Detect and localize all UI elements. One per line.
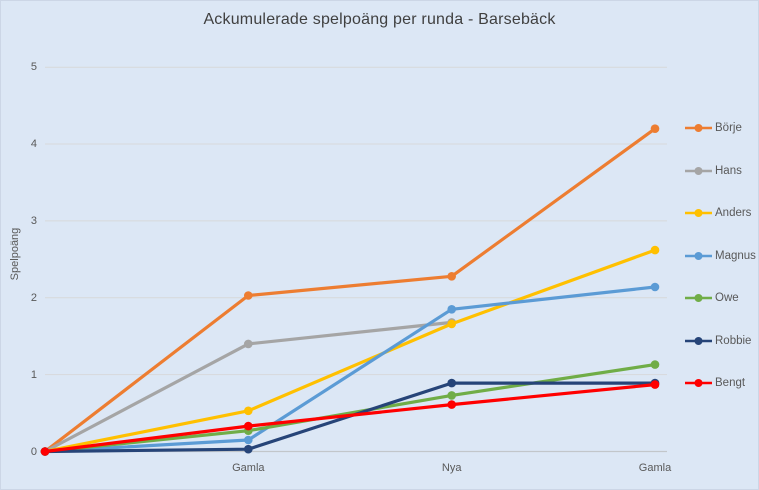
legend-label: Robbie [715,334,752,347]
legend-line-marker-icon [685,294,712,303]
series-marker-Börje [244,291,253,300]
series-line-Anders [43,248,657,454]
series-marker-Anders [244,406,253,416]
series-marker-Robbie [447,378,457,388]
series-marker-Bengt [650,380,660,389]
series-line-Owe [43,363,657,454]
legend-item-Robbie: Robbie [685,320,758,363]
series-marker-Anders [447,319,457,329]
series-marker-Anders [650,245,660,255]
legend-line-marker-icon [685,209,712,218]
legend-item-Börje: Börje [685,107,758,150]
series-marker-Owe [447,391,457,400]
chart-title: Ackumulerade spelpoäng per runda - Barse… [203,11,556,28]
x-category-label-2: Nya [441,462,462,474]
legend-line-marker-icon [685,379,712,388]
x-category-label-1: Gamla [232,462,265,474]
series-marker-Börje [650,124,660,133]
legend-line-marker-icon [685,251,712,260]
legend-item-Hans: Hans [685,150,758,193]
series-marker-Börje [447,272,457,281]
y-tick-label-5: 5 [30,61,37,74]
series-line-Börje [43,127,657,454]
series-marker-Bengt [447,400,457,409]
legend-item-Owe: Owe [685,277,758,320]
legend-label: Anders [715,207,752,220]
y-tick-label-3: 3 [30,214,37,227]
y-tick-label-2: 2 [30,291,37,304]
legend-label: Bengt [715,377,746,390]
legend-label: Hans [715,164,742,177]
legend-line-marker-icon [685,336,712,345]
legend-label: Magnus [715,249,756,262]
legend-line-marker-icon [685,124,712,133]
series-marker-Bengt [40,447,50,456]
series-line-Magnus [43,285,657,454]
series-line-Bengt [43,383,657,454]
series-marker-Bengt [244,421,253,431]
x-category-label-3: Gamla [638,462,672,474]
series-marker-Robbie [244,444,253,454]
series-marker-Hans [244,339,253,349]
legend-label: Owe [715,292,739,305]
y-tick-label-1: 1 [30,368,37,381]
series-marker-Magnus [447,305,457,314]
legend-item-Anders: Anders [685,192,758,235]
legend: Börje Hans Anders Magnus Owe Robbie Bengt [685,107,758,405]
legend-item-Magnus: Magnus [685,235,758,278]
y-tick-label-4: 4 [30,138,37,151]
legend-label: Börje [715,122,742,135]
y-tick-label-0: 0 [30,445,37,458]
series-marker-Magnus [650,282,660,292]
legend-line-marker-icon [685,166,712,175]
series-marker-Magnus [244,435,253,445]
series-marker-Owe [650,360,660,369]
legend-item-Bengt: Bengt [685,362,758,405]
